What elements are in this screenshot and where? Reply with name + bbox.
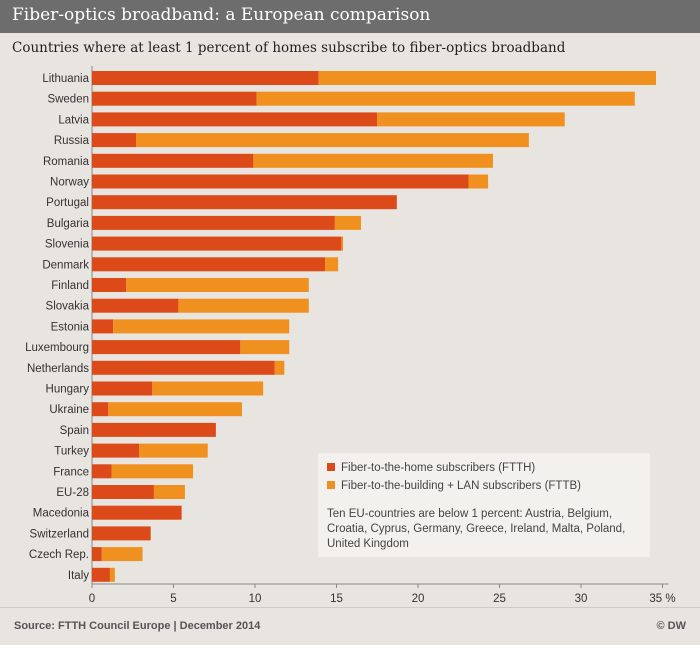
category-label: Romania (43, 156, 90, 168)
bar-fttb (113, 319, 290, 334)
category-label: Netherlands (27, 363, 89, 375)
category-label: Latvia (58, 114, 89, 126)
category-label: Hungary (46, 384, 90, 396)
category-label: EU-28 (56, 487, 89, 499)
bar-fttb (111, 464, 194, 479)
bar-fttb (253, 153, 493, 168)
bar-ftth (92, 360, 275, 375)
category-label: Switzerland (30, 528, 89, 540)
legend-note: Ten EU-countries are below 1 percent: Au… (327, 508, 626, 550)
bar-ftth (92, 133, 137, 148)
legend-item-ftth: Fiber-to-the-home subscribers (FTTH) (327, 462, 535, 474)
bar-ftth (92, 319, 114, 334)
legend-item-fttb: Fiber-to-the-building + LAN subscribers … (327, 480, 581, 492)
category-label: Macedonia (33, 508, 90, 520)
bar-ftth (92, 71, 319, 85)
bar-ftth (92, 112, 378, 127)
bar-ftth (92, 91, 257, 106)
category-label: Sweden (47, 94, 89, 106)
category-label: Denmark (42, 259, 89, 271)
category-label: Russia (54, 135, 90, 147)
bar-fttb (377, 112, 565, 127)
footer-divider (0, 607, 700, 608)
category-label: Estonia (51, 321, 90, 333)
legend-label-fttb: Fiber-to-the-building + LAN subscribers … (341, 480, 581, 492)
category-label: Ukraine (49, 404, 89, 416)
category-label: Finland (51, 280, 89, 292)
bar-ftth (92, 422, 216, 437)
bar-fttb (325, 257, 339, 272)
x-tick-label: 0 (89, 593, 95, 605)
bar-ftth (92, 505, 182, 520)
source-note: Source: FTTH Council Europe | December 2… (14, 620, 261, 632)
x-tick-label: 5 (170, 593, 176, 605)
bar-fttb (108, 402, 242, 417)
bar-fttb (136, 133, 529, 148)
title-bar: Fiber-optics broadband: a European compa… (0, 0, 700, 33)
bar-fttb (101, 547, 143, 562)
category-label: Czech Rep. (29, 549, 89, 561)
x-tick-label: 15 (330, 593, 343, 605)
bar-ftth (92, 195, 397, 210)
bar-ftth (92, 485, 154, 499)
category-label: Luxembourg (25, 342, 89, 354)
category-label: Turkey (54, 446, 89, 458)
bar-fttb (109, 567, 115, 582)
bar-fttb (256, 91, 635, 106)
category-label: Lithuania (42, 73, 89, 85)
x-tick-label: 35 % (649, 593, 675, 605)
bar-fttb (274, 360, 285, 375)
category-label: Portugal (46, 197, 89, 209)
bar-fttb (318, 71, 656, 85)
bar-ftth (92, 236, 342, 251)
bar-ftth (92, 174, 469, 189)
bar-fttb (341, 236, 344, 251)
legend-swatch-fttb (327, 481, 335, 489)
chart-title: Fiber-optics broadband: a European compa… (12, 5, 431, 25)
bar-fttb (178, 298, 309, 313)
x-tick-label: 10 (249, 593, 262, 605)
bar-fttb (153, 485, 185, 499)
bar-fttb (139, 443, 208, 458)
category-label: Italy (68, 570, 89, 582)
legend: Fiber-to-the-home subscribers (FTTH) Fib… (318, 453, 650, 557)
category-label: France (53, 466, 89, 478)
bar-ftth (92, 567, 110, 582)
dw-credit: © DW (656, 620, 687, 632)
bar-fttb (468, 174, 489, 189)
x-tick-label: 20 (412, 593, 425, 605)
bar-ftth (92, 153, 254, 168)
x-tick-label: 25 (493, 593, 506, 605)
bar-ftth (92, 402, 109, 417)
category-label: Bulgaria (47, 218, 90, 230)
bar-ftth (92, 278, 127, 292)
bar-ftth (92, 464, 112, 479)
x-tick-label: 30 (575, 593, 588, 605)
legend-label-ftth: Fiber-to-the-home subscribers (FTTH) (341, 462, 536, 474)
category-label: Spain (60, 425, 89, 437)
bar-ftth (92, 547, 102, 562)
bar-fttb (126, 278, 309, 292)
chart-subtitle: Countries where at least 1 percent of ho… (12, 40, 566, 56)
legend-swatch-ftth (327, 463, 335, 471)
category-label: Slovenia (45, 239, 90, 251)
bar-fttb (334, 215, 361, 230)
bar-ftth (92, 257, 326, 272)
bar-ftth (92, 215, 335, 230)
bar-ftth (92, 381, 153, 396)
category-label: Slovakia (46, 301, 90, 313)
bar-ftth (92, 340, 241, 355)
bar-ftth (92, 443, 140, 458)
bar-ftth (92, 298, 179, 313)
category-label: Norway (50, 177, 89, 189)
bar-fttb (152, 381, 264, 396)
bar-fttb (240, 340, 290, 355)
bar-ftth (92, 526, 151, 541)
